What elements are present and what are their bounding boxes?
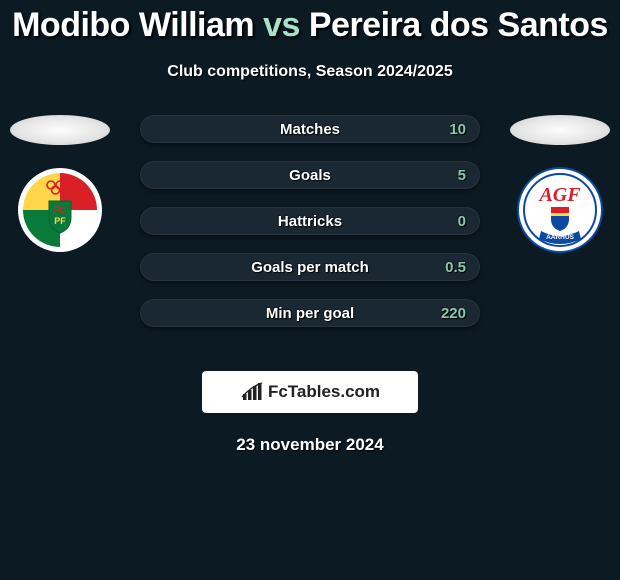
stat-label: Hattricks xyxy=(278,213,342,230)
player-left: FC PF xyxy=(10,115,110,253)
stat-value: 10 xyxy=(449,121,466,138)
player1-name: Modibo William xyxy=(12,6,254,44)
bar-chart-icon xyxy=(240,381,266,403)
agf-aarhus-crest-icon: AGF AARHUS xyxy=(517,167,603,253)
subtitle: Club competitions, Season 2024/2025 xyxy=(0,63,620,81)
stat-value: 5 xyxy=(458,167,466,184)
club-badge-left: FC PF xyxy=(17,167,103,253)
avatar-placeholder-left xyxy=(10,115,110,145)
svg-text:PF: PF xyxy=(54,216,66,226)
club-badge-right: AGF AARHUS xyxy=(517,167,603,253)
stat-label: Matches xyxy=(280,121,340,138)
stat-bar-goals: Goals 5 xyxy=(140,161,480,189)
stat-value: 0 xyxy=(458,213,466,230)
stat-label: Goals per match xyxy=(251,259,369,276)
stat-bar-hattricks: Hattricks 0 xyxy=(140,207,480,235)
stat-value: 0.5 xyxy=(445,259,466,276)
player-right: AGF AARHUS xyxy=(510,115,610,253)
svg-text:FC: FC xyxy=(54,205,66,215)
stat-bar-matches: Matches 10 xyxy=(140,115,480,143)
player2-name: Pereira dos Santos xyxy=(309,6,608,44)
date-text: 23 november 2024 xyxy=(0,435,620,455)
vs-text: vs xyxy=(263,6,300,44)
pacos-ferreira-crest-icon: FC PF xyxy=(17,167,103,253)
avatar-placeholder-right xyxy=(510,115,610,145)
brand-text: FcTables.com xyxy=(268,382,380,402)
stat-bars: Matches 10 Goals 5 Hattricks 0 Goals per… xyxy=(140,115,480,327)
stat-bar-goals-per-match: Goals per match 0.5 xyxy=(140,253,480,281)
brand-box: FcTables.com xyxy=(202,371,418,413)
stat-bar-min-per-goal: Min per goal 220 xyxy=(140,299,480,327)
stat-label: Min per goal xyxy=(266,305,354,322)
svg-text:AARHUS: AARHUS xyxy=(546,234,574,241)
stat-label: Goals xyxy=(289,167,331,184)
page-title: Modibo William vs Pereira dos Santos xyxy=(0,0,620,45)
stat-value: 220 xyxy=(441,305,466,322)
comparison-panel: FC PF AGF AARHUS Matches xyxy=(0,115,620,345)
svg-text:AGF: AGF xyxy=(537,184,581,206)
